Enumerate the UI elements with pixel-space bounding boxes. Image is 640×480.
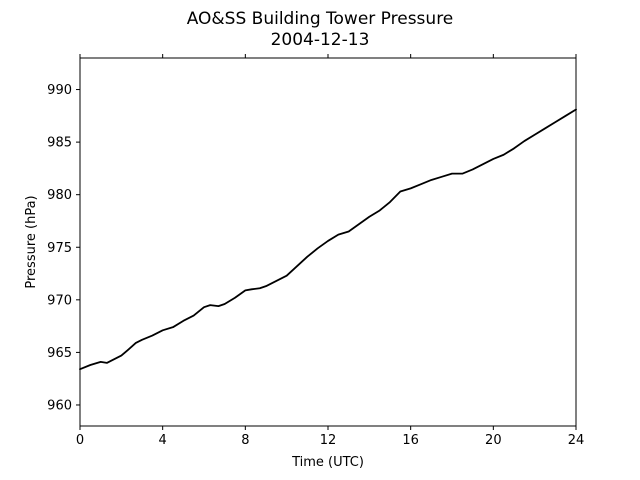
y-tick-label: 990 bbox=[47, 83, 72, 98]
x-tick-label: 16 bbox=[402, 433, 419, 448]
y-tick-label: 985 bbox=[47, 136, 72, 151]
x-tick-label: 4 bbox=[159, 433, 167, 448]
y-tick-label: 975 bbox=[47, 241, 72, 256]
chart-subtitle: 2004-12-13 bbox=[271, 30, 370, 50]
data-layer bbox=[79, 108, 577, 371]
x-tick-label: 24 bbox=[568, 433, 585, 448]
x-tick-label: 0 bbox=[76, 433, 84, 448]
y-tick-label: 980 bbox=[47, 188, 72, 203]
x-tick-label: 8 bbox=[241, 433, 249, 448]
y-tick-label: 960 bbox=[47, 398, 72, 413]
x-tick-label: 12 bbox=[320, 433, 337, 448]
y-tick-label: 965 bbox=[47, 346, 72, 361]
axis-ticks: 0 4 8 12 16 20 24 960 965 970 975 980 985 990 bbox=[47, 54, 584, 448]
series-line bbox=[79, 108, 577, 371]
plot-frame bbox=[79, 57, 577, 427]
x-tick-label: 20 bbox=[485, 433, 502, 448]
y-axis-label: Pressure (hPa) bbox=[24, 195, 39, 288]
x-axis-label: Time (UTC) bbox=[291, 455, 364, 470]
chart-title: AO&SS Building Tower Pressure bbox=[187, 9, 454, 29]
y-tick-label: 970 bbox=[47, 293, 72, 308]
